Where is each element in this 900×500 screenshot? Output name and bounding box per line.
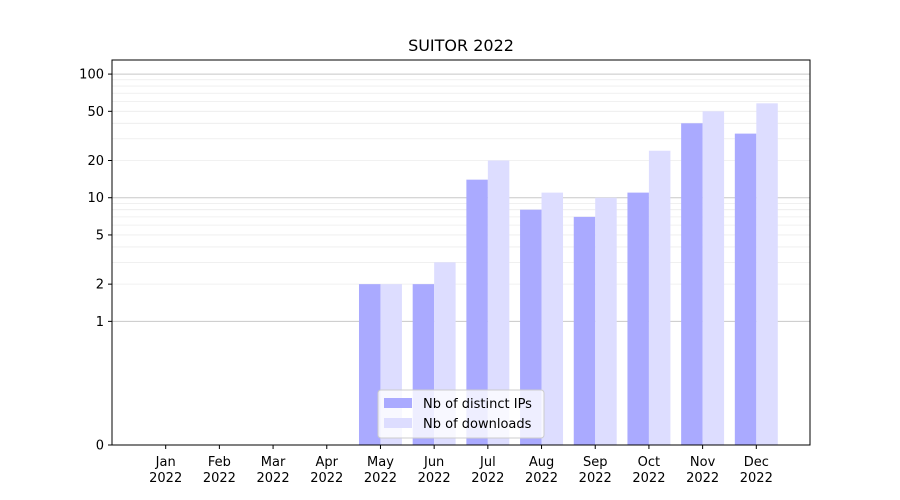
legend-swatch xyxy=(384,398,412,408)
x-tick-label-year: 2022 xyxy=(364,471,397,486)
x-tick-label-month: Jun xyxy=(423,455,444,470)
x-tick-label-month: Feb xyxy=(208,455,231,470)
legend-frame xyxy=(377,389,545,439)
x-axis: Jan2022Feb2022Mar2022Apr2022May2022Jun20… xyxy=(149,445,773,486)
bar-downloads xyxy=(648,150,671,445)
bar-distinct-ips xyxy=(627,192,649,445)
y-tick-label: 1 xyxy=(96,315,104,330)
bar-downloads xyxy=(487,160,510,445)
bar-distinct-ips xyxy=(734,133,757,445)
y-tick-label: 20 xyxy=(87,154,104,169)
x-tick-label-month: Sep xyxy=(583,455,608,470)
y-tick-label: 0 xyxy=(96,439,104,454)
bar-distinct-ips xyxy=(573,216,596,445)
bar-distinct-ips xyxy=(520,209,542,445)
x-tick-label-year: 2022 xyxy=(579,471,612,486)
x-tick-label-month: Mar xyxy=(261,455,286,470)
x-tick-label-month: May xyxy=(367,455,394,470)
x-tick-label-year: 2022 xyxy=(525,471,558,486)
bar-downloads xyxy=(702,111,725,445)
x-tick-label-month: Dec xyxy=(744,455,769,470)
bar-downloads xyxy=(756,103,778,445)
bar-distinct-ips xyxy=(358,284,381,445)
y-tick-label: 2 xyxy=(96,278,104,293)
x-tick-label-year: 2022 xyxy=(632,471,665,486)
y-tick-label: 10 xyxy=(87,191,104,206)
x-tick-label-month: Nov xyxy=(690,455,716,470)
x-tick-label-year: 2022 xyxy=(257,471,290,486)
x-tick-label-year: 2022 xyxy=(149,471,182,486)
x-tick-label-month: Jul xyxy=(479,455,496,470)
x-tick-label-year: 2022 xyxy=(418,471,451,486)
x-tick-label-month: Oct xyxy=(638,455,660,470)
x-tick-label-year: 2022 xyxy=(471,471,504,486)
x-tick-label-year: 2022 xyxy=(310,471,343,486)
y-axis: 0 1 2 5 10 20 50 100 xyxy=(79,68,112,454)
bar-distinct-ips xyxy=(466,179,488,446)
legend: Nb of distinct IPs Nb of downloads xyxy=(377,389,545,439)
legend-label: Nb of downloads xyxy=(423,417,532,432)
x-tick-label-year: 2022 xyxy=(740,471,773,486)
bar-downloads xyxy=(541,192,564,445)
x-tick-label-month: Jan xyxy=(155,455,176,470)
y-tick-label: 5 xyxy=(96,228,104,243)
bar-downloads xyxy=(595,197,617,445)
x-tick-label-year: 2022 xyxy=(686,471,719,486)
x-tick-label-year: 2022 xyxy=(203,471,236,486)
x-tick-label-month: Apr xyxy=(316,455,339,470)
bar-distinct-ips xyxy=(681,123,703,445)
y-tick-label: 50 xyxy=(87,105,104,120)
x-tick-label-month: Aug xyxy=(529,455,554,470)
plot-area-frame xyxy=(111,59,811,446)
legend-label: Nb of distinct IPs xyxy=(423,397,532,412)
legend-swatch xyxy=(384,418,412,428)
chart-title: SUITOR 2022 xyxy=(408,36,514,55)
y-tick-label: 100 xyxy=(79,68,104,83)
